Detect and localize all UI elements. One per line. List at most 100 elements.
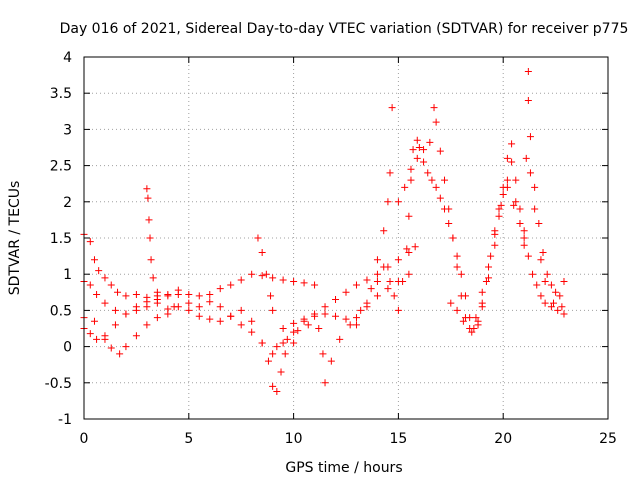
data-point (315, 325, 323, 332)
y-axis-label: SDTVAR / TECUs (7, 181, 23, 296)
data-point (447, 299, 455, 307)
data-point (556, 292, 564, 300)
data-point (332, 296, 340, 304)
data-point (508, 158, 516, 166)
data-point (143, 298, 151, 306)
data-point (248, 270, 256, 278)
data-point (153, 296, 161, 304)
x-tick-label: 20 (494, 431, 512, 447)
data-point (273, 387, 281, 395)
data-point (336, 335, 344, 343)
y-tick-label: 0 (63, 340, 72, 356)
data-point (499, 191, 507, 199)
data-point (373, 256, 381, 264)
x-tick-label: 5 (184, 431, 193, 447)
data-point (216, 317, 224, 325)
data-points (80, 67, 568, 395)
data-point (430, 104, 438, 112)
data-track (279, 270, 413, 332)
data-point (185, 290, 193, 298)
data-point (262, 270, 270, 278)
data-point (516, 220, 524, 228)
data-point (445, 220, 453, 228)
data-point (524, 67, 532, 75)
data-point (258, 272, 266, 280)
data-point (373, 292, 381, 300)
x-tick-label: 15 (389, 431, 407, 447)
data-track (258, 243, 419, 358)
data-point (327, 357, 335, 365)
data-point (367, 285, 375, 293)
data-track (80, 290, 298, 395)
data-point (512, 198, 520, 206)
data-track (394, 96, 568, 336)
data-point (407, 165, 415, 173)
data-point (495, 212, 503, 220)
data-point (466, 325, 474, 332)
data-point (311, 312, 319, 320)
data-point (468, 328, 476, 336)
data-point (95, 267, 103, 275)
data-point (114, 288, 122, 296)
data-point (248, 328, 256, 336)
data-point (510, 201, 518, 209)
data-point (386, 169, 394, 177)
data-point (357, 306, 365, 314)
data-point (264, 357, 272, 365)
data-point (101, 299, 109, 307)
data-point (146, 234, 154, 242)
data-point (248, 317, 256, 325)
data-point (424, 169, 432, 177)
y-tick-label: -1 (58, 412, 72, 428)
grid-layer (84, 57, 608, 419)
data-point (560, 310, 568, 318)
data-point (149, 274, 157, 282)
data-point (482, 277, 490, 285)
data-point (153, 314, 161, 322)
data-point (281, 350, 289, 358)
data-point (405, 270, 413, 278)
chart-title: Day 016 of 2021, Sidereal Day-to-day VTE… (60, 21, 629, 37)
data-point (269, 350, 277, 358)
data-point (122, 310, 130, 318)
data-point (384, 285, 392, 293)
data-point (399, 277, 407, 285)
data-point (300, 315, 308, 323)
data-point (405, 248, 413, 256)
data-point (386, 277, 394, 285)
data-point (529, 270, 537, 278)
data-point (380, 227, 388, 235)
data-point (432, 118, 440, 126)
data-point (283, 335, 291, 343)
data-point (300, 279, 308, 287)
data-point (445, 205, 453, 213)
data-point (384, 198, 392, 206)
data-point (164, 310, 172, 318)
data-point (93, 335, 101, 343)
data-point (195, 303, 203, 311)
data-point (535, 220, 543, 228)
data-point (93, 290, 101, 298)
data-point (390, 292, 398, 300)
data-point (279, 325, 287, 332)
data-point (311, 281, 319, 289)
x-axis-ticks: 0 5 10 15 20 25 (80, 57, 617, 447)
data-point (277, 368, 285, 376)
data-point (342, 315, 350, 323)
data-point (491, 230, 499, 238)
data-point (472, 314, 480, 322)
data-track (254, 234, 277, 314)
data-point (363, 276, 371, 284)
data-point (503, 154, 511, 162)
data-point (531, 183, 539, 191)
data-point (394, 306, 402, 314)
data-point (237, 321, 245, 329)
data-point (86, 330, 94, 338)
data-point (206, 298, 214, 306)
data-point (254, 234, 262, 242)
data-point (269, 306, 277, 314)
data-point (319, 350, 327, 358)
data-point (290, 277, 298, 285)
data-point (436, 147, 444, 155)
data-point (453, 306, 461, 314)
